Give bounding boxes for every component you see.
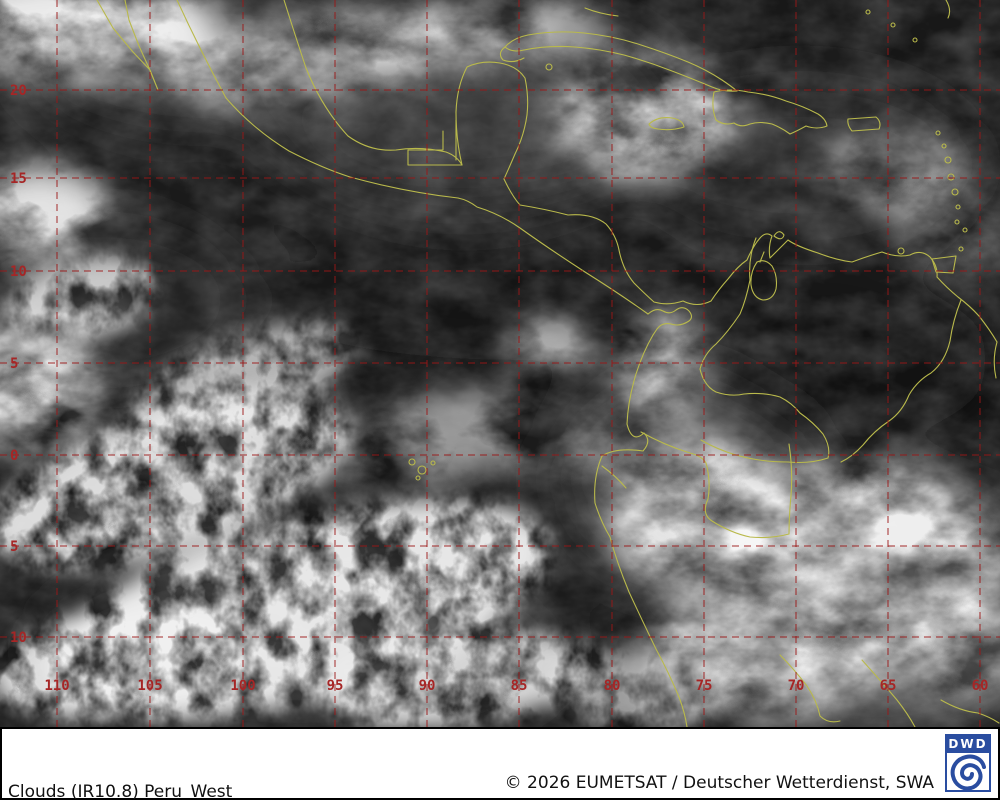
svg-text:15: 15 bbox=[10, 171, 27, 187]
hispaniola bbox=[712, 89, 828, 135]
svg-text:90: 90 bbox=[419, 678, 436, 694]
bahamas-florida-keys bbox=[584, 0, 951, 43]
svg-text:75: 75 bbox=[696, 678, 713, 694]
lesser-antilles bbox=[897, 130, 968, 274]
yucatan-peninsula bbox=[455, 61, 529, 180]
caption-bar: Clouds (IR10.8) Peru_West VT: 12 UTC Thu… bbox=[0, 727, 1000, 800]
svg-text:0: 0 bbox=[10, 448, 18, 464]
svg-text:70: 70 bbox=[788, 678, 805, 694]
central-america-caribbean-coast bbox=[503, 178, 712, 306]
colombia-brazil-border bbox=[788, 443, 793, 535]
svg-text:100: 100 bbox=[230, 678, 255, 694]
copyright-text: © 2026 EUMETSAT / Deutscher Wetterdienst… bbox=[504, 773, 934, 793]
svg-text:5: 5 bbox=[10, 539, 18, 555]
product-title: Clouds (IR10.8) Peru_West bbox=[8, 782, 233, 800]
peru-andes-line bbox=[861, 659, 916, 727]
mexico-west-coast bbox=[176, 0, 459, 199]
svg-text:20: 20 bbox=[10, 83, 27, 99]
dwd-logo-text: DWD bbox=[947, 736, 989, 753]
southamerica-pacific-coast bbox=[594, 334, 688, 727]
svg-text:85: 85 bbox=[511, 678, 528, 694]
ecuador-peru-border bbox=[601, 465, 627, 489]
svg-text:105: 105 bbox=[137, 678, 162, 694]
isla-juventud bbox=[545, 63, 553, 71]
mexico-gulf-coast bbox=[283, 0, 463, 166]
dwd-logo: DWD bbox=[945, 734, 991, 792]
panama-isthmus bbox=[647, 307, 693, 336]
svg-text:10: 10 bbox=[10, 264, 27, 280]
paraguana-peninsula bbox=[773, 231, 785, 240]
jamaica bbox=[648, 117, 685, 131]
product-caption: Clouds (IR10.8) Peru_West VT: 12 UTC Thu… bbox=[8, 730, 232, 800]
svg-text:110: 110 bbox=[44, 678, 69, 694]
coastline-borders bbox=[96, 0, 1000, 727]
colombia-north-coast bbox=[710, 233, 819, 302]
dwd-spiral-icon bbox=[950, 754, 986, 790]
svg-text:65: 65 bbox=[880, 678, 897, 694]
colombia-ecuador-peru-border bbox=[640, 431, 790, 539]
galapagos-islands bbox=[408, 458, 436, 481]
venezuela-south-border bbox=[700, 439, 829, 464]
central-america-pacific-coast bbox=[457, 197, 649, 315]
svg-text:95: 95 bbox=[327, 678, 344, 694]
cuba bbox=[499, 31, 738, 92]
right-edge-borders bbox=[940, 341, 1000, 724]
satellite-image: 20 15 10 5 0 5 10 110 105 100 95 90 85 80 75 70 65 60 bbox=[0, 0, 1000, 727]
svg-text:60: 60 bbox=[972, 678, 989, 694]
lake-maracaibo bbox=[750, 251, 778, 301]
svg-text:5: 5 bbox=[10, 356, 18, 372]
venezuela-colombia-border bbox=[699, 237, 830, 459]
venezuela-guyana-coast bbox=[817, 251, 998, 343]
puerto-rico bbox=[847, 116, 881, 132]
svg-text:10: 10 bbox=[10, 630, 27, 646]
venezuela-east-border bbox=[840, 299, 962, 463]
guatemala-belize-borders bbox=[407, 119, 463, 166]
svg-text:80: 80 bbox=[604, 678, 621, 694]
peru-brazil-border bbox=[779, 654, 841, 723]
